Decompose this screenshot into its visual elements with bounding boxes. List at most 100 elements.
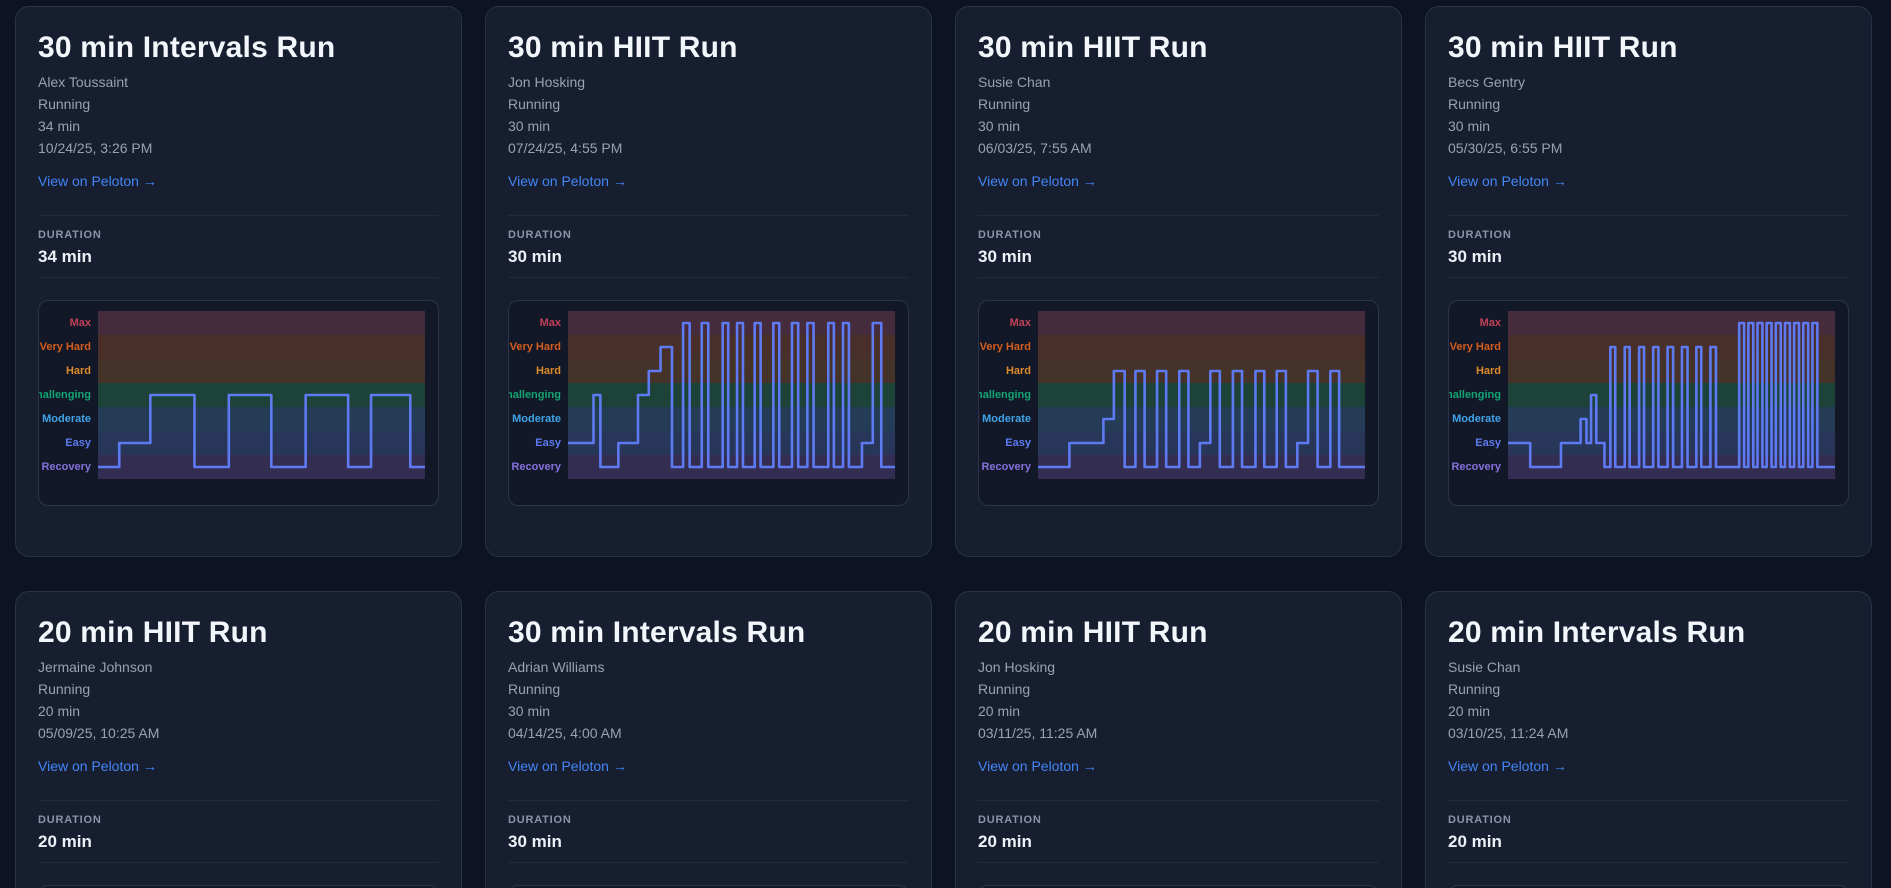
view-on-peloton-link[interactable]: View on Peloton → xyxy=(508,171,627,191)
zone-label-max: Max xyxy=(1449,311,1508,335)
view-on-peloton-link[interactable]: View on Peloton → xyxy=(978,171,1097,191)
zone-label-moderate: Moderate xyxy=(1449,407,1508,431)
workout-datetime: 03/11/25, 11:25 AM xyxy=(978,722,1379,744)
zone-label-moderate: Moderate xyxy=(979,407,1038,431)
zone-bands xyxy=(568,311,895,479)
workout-title: 20 min HIIT Run xyxy=(978,616,1379,650)
workout-instructor: Alex Toussaint xyxy=(38,71,439,93)
workout-instructor: Jermaine Johnson xyxy=(38,656,439,678)
zone-label-max: Max xyxy=(509,311,568,335)
workout-instructor: Jon Hosking xyxy=(508,71,909,93)
duration-label: DURATION xyxy=(978,813,1379,827)
workout-length: 20 min xyxy=(978,700,1379,722)
workout-card: 30 min Intervals Run Adrian Williams Run… xyxy=(485,591,932,888)
intensity-line-plot xyxy=(1508,311,1835,479)
divider xyxy=(508,277,909,278)
zone-label-max: Max xyxy=(39,311,98,335)
view-on-peloton-link[interactable]: View on Peloton → xyxy=(38,756,157,776)
divider xyxy=(38,215,439,216)
workout-length: 30 min xyxy=(978,115,1379,137)
workout-title: 30 min HIIT Run xyxy=(978,31,1379,65)
workout-title: 30 min Intervals Run xyxy=(38,31,439,65)
zone-label-challenging: Challenging xyxy=(1449,383,1508,407)
zone-label-hard: Hard xyxy=(509,359,568,383)
workout-cards-grid: 30 min Intervals Run Alex Toussaint Runn… xyxy=(0,0,1891,888)
zone-label-very_hard: Very Hard xyxy=(39,335,98,359)
divider xyxy=(978,862,1379,863)
divider xyxy=(38,277,439,278)
workout-instructor: Susie Chan xyxy=(1448,656,1849,678)
divider xyxy=(508,862,909,863)
zone-bands xyxy=(1038,311,1365,479)
zone-labels-column: MaxVery HardHardChallengingModerateEasyR… xyxy=(509,311,568,479)
workout-datetime: 04/14/25, 4:00 AM xyxy=(508,722,909,744)
zone-label-recovery: Recovery xyxy=(509,455,568,479)
workout-card: 20 min HIIT Run Jon Hosking Running 20 m… xyxy=(955,591,1402,888)
intensity-zone-chart: MaxVery HardHardChallengingModerateEasyR… xyxy=(978,300,1379,506)
workout-datetime: 03/10/25, 11:24 AM xyxy=(1448,722,1849,744)
divider xyxy=(1448,862,1849,863)
duration-label: DURATION xyxy=(38,813,439,827)
view-on-peloton-link[interactable]: View on Peloton → xyxy=(38,171,157,191)
workout-length: 30 min xyxy=(508,115,909,137)
workout-discipline: Running xyxy=(1448,93,1849,115)
workout-length: 30 min xyxy=(1448,115,1849,137)
divider xyxy=(978,800,1379,801)
workout-discipline: Running xyxy=(508,678,909,700)
workout-card: 30 min HIIT Run Jon Hosking Running 30 m… xyxy=(485,6,932,557)
zone-label-challenging: Challenging xyxy=(39,383,98,407)
zone-bands xyxy=(1508,311,1835,479)
workout-datetime: 05/30/25, 6:55 PM xyxy=(1448,137,1849,159)
duration-value: 30 min xyxy=(508,247,909,267)
workout-card: 20 min HIIT Run Jermaine Johnson Running… xyxy=(15,591,462,888)
divider xyxy=(508,215,909,216)
workout-discipline: Running xyxy=(978,678,1379,700)
divider xyxy=(38,800,439,801)
workout-card: 30 min HIIT Run Susie Chan Running 30 mi… xyxy=(955,6,1402,557)
duration-value: 20 min xyxy=(978,832,1379,852)
workout-discipline: Running xyxy=(38,678,439,700)
intensity-line-plot xyxy=(98,311,425,479)
view-on-peloton-link[interactable]: View on Peloton → xyxy=(508,756,627,776)
workout-title: 20 min Intervals Run xyxy=(1448,616,1849,650)
workout-instructor: Becs Gentry xyxy=(1448,71,1849,93)
view-on-peloton-link[interactable]: View on Peloton → xyxy=(1448,171,1567,191)
intensity-zone-chart: MaxVery HardHardChallengingModerateEasyR… xyxy=(1448,300,1849,506)
workout-instructor: Adrian Williams xyxy=(508,656,909,678)
workout-title: 30 min HIIT Run xyxy=(508,31,909,65)
zone-label-recovery: Recovery xyxy=(1449,455,1508,479)
intensity-zone-chart: MaxVery HardHardChallengingModerateEasyR… xyxy=(38,300,439,506)
workout-discipline: Running xyxy=(978,93,1379,115)
workout-discipline: Running xyxy=(508,93,909,115)
zone-label-challenging: Challenging xyxy=(979,383,1038,407)
divider xyxy=(38,862,439,863)
duration-value: 30 min xyxy=(978,247,1379,267)
intensity-line xyxy=(568,323,895,467)
workout-length: 34 min xyxy=(38,115,439,137)
duration-value: 20 min xyxy=(38,832,439,852)
zone-labels-column: MaxVery HardHardChallengingModerateEasyR… xyxy=(39,311,98,479)
view-on-peloton-link[interactable]: View on Peloton → xyxy=(978,756,1097,776)
workout-card: 30 min HIIT Run Becs Gentry Running 30 m… xyxy=(1425,6,1872,557)
duration-label: DURATION xyxy=(1448,228,1849,242)
divider xyxy=(978,277,1379,278)
zone-label-easy: Easy xyxy=(1449,431,1508,455)
duration-label: DURATION xyxy=(1448,813,1849,827)
zone-label-very_hard: Very Hard xyxy=(509,335,568,359)
duration-label: DURATION xyxy=(38,228,439,242)
intensity-line xyxy=(1038,371,1365,467)
zone-label-recovery: Recovery xyxy=(979,455,1038,479)
view-on-peloton-link[interactable]: View on Peloton → xyxy=(1448,756,1567,776)
zone-label-moderate: Moderate xyxy=(509,407,568,431)
zone-label-hard: Hard xyxy=(39,359,98,383)
zone-label-moderate: Moderate xyxy=(39,407,98,431)
intensity-line xyxy=(1508,323,1835,467)
duration-label: DURATION xyxy=(978,228,1379,242)
divider xyxy=(508,800,909,801)
workout-card: 30 min Intervals Run Alex Toussaint Runn… xyxy=(15,6,462,557)
workout-card: 20 min Intervals Run Susie Chan Running … xyxy=(1425,591,1872,888)
zone-bands xyxy=(98,311,425,479)
duration-value: 34 min xyxy=(38,247,439,267)
workout-discipline: Running xyxy=(38,93,439,115)
duration-value: 30 min xyxy=(508,832,909,852)
